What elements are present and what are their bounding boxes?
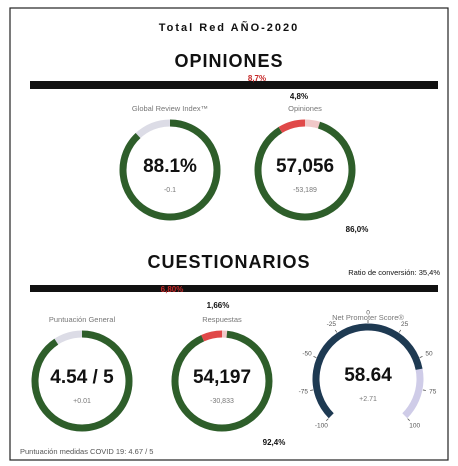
tick-mark — [325, 418, 329, 422]
tick-mark — [398, 329, 402, 333]
frame — [9, 7, 449, 461]
gauge-label: Opiniones — [288, 104, 322, 113]
tick-mark — [422, 389, 426, 391]
donut-segment — [201, 330, 223, 342]
tick-label: 25 — [401, 321, 409, 328]
donut-segment — [278, 119, 306, 133]
gauge-delta: -30,833 — [210, 398, 234, 405]
gauge-fill — [312, 323, 423, 419]
segment-label: 92,4% — [263, 438, 286, 447]
tick-label: -25 — [327, 321, 337, 328]
gauge-delta: -0.1 — [164, 187, 176, 194]
footer-note: Puntuación medidas COVID 19: 4.67 / 5 — [20, 447, 153, 456]
donut-segment — [254, 121, 356, 221]
tick-mark — [310, 389, 314, 391]
gauge-value: 57,056 — [276, 156, 334, 177]
tick-label: 50 — [425, 350, 433, 357]
section-title: CUESTIONARIOS — [147, 252, 310, 272]
gauge-label: Respuestas — [202, 315, 242, 324]
tick-mark — [419, 356, 423, 358]
donut-segment — [304, 119, 321, 129]
gauge-value: 58.64 — [344, 365, 392, 386]
section-title: OPINIONES — [174, 51, 283, 71]
gauge-delta: -53,189 — [293, 187, 317, 194]
tick-label: -100 — [315, 422, 328, 429]
segment-label: 4,8% — [290, 92, 308, 101]
gauge-label: Puntuación General — [49, 315, 116, 324]
section-bar — [30, 81, 438, 89]
gauge-value: 88.1% — [143, 156, 197, 177]
gauge-value: 4.54 / 5 — [50, 367, 114, 388]
tick-label: 75 — [429, 389, 437, 396]
gauge-value: 54,197 — [193, 367, 251, 388]
tick-mark — [313, 356, 317, 358]
tick-mark — [334, 329, 338, 333]
gauge-label: Net Promoter Score® — [332, 313, 404, 322]
gauge-fill — [119, 119, 221, 221]
tick-label: 100 — [409, 422, 420, 429]
tick-label: 0 — [366, 310, 370, 317]
segment-label: 8,7% — [248, 74, 266, 83]
tick-label: -75 — [299, 389, 309, 396]
dashboard-title: Total Red AÑO-2020 — [159, 21, 300, 34]
section-bar — [30, 285, 438, 292]
segment-label: 86,0% — [346, 225, 369, 234]
segment-label: 1,66% — [207, 301, 230, 310]
gauge-label: Global Review Index™ — [132, 104, 208, 113]
conversion-note: Ratio de conversión: 35,4% — [348, 268, 440, 277]
gauge-delta: +0.01 — [73, 398, 91, 405]
donut-segment — [171, 330, 273, 432]
tick-mark — [407, 418, 411, 422]
gauge-delta: +2.71 — [359, 396, 377, 403]
tick-label: -50 — [302, 350, 312, 357]
gauge-fill — [31, 330, 133, 432]
segment-label: 6,80% — [161, 285, 184, 294]
